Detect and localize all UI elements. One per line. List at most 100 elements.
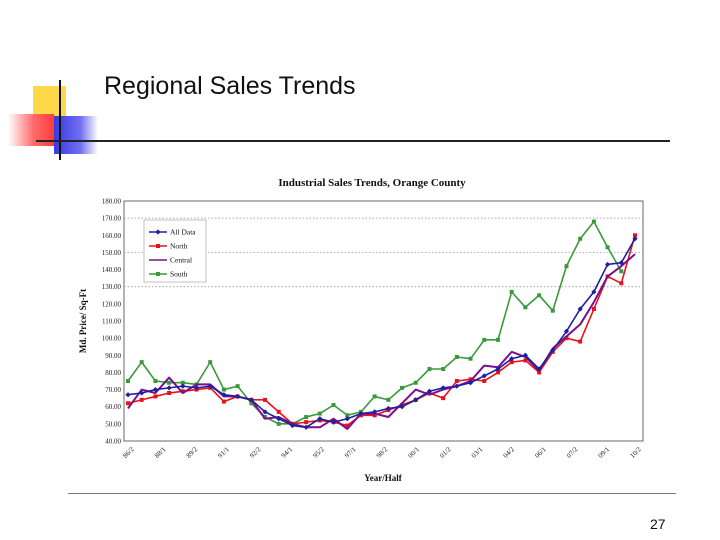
data-point — [276, 421, 281, 426]
data-point — [522, 352, 528, 358]
data-point — [208, 360, 213, 365]
footer-divider — [68, 493, 676, 494]
data-point — [618, 260, 624, 266]
data-point — [454, 355, 459, 359]
data-point — [358, 410, 364, 417]
data-point — [619, 281, 624, 286]
line-chart: Industrial Sales Trends, Orange County 1… — [78, 177, 644, 483]
data-point — [345, 413, 350, 418]
legend-label: Central — [170, 256, 192, 265]
data-point — [413, 380, 418, 385]
data-point — [317, 411, 322, 416]
data-point — [139, 360, 144, 365]
y-tick-label: 130.00 — [102, 283, 122, 291]
data-point — [139, 397, 144, 402]
x-axis-label: Year/Half — [364, 473, 402, 483]
series-line — [127, 235, 636, 427]
data-point — [386, 397, 391, 402]
legend-marker — [155, 229, 161, 235]
data-point — [619, 269, 624, 274]
data-point — [263, 397, 268, 402]
data-point — [482, 337, 487, 342]
y-tick-label: 150.00 — [102, 249, 122, 257]
data-point — [304, 420, 309, 425]
data-point — [550, 347, 556, 353]
data-point — [550, 308, 555, 313]
data-point — [467, 380, 474, 386]
data-point — [441, 396, 446, 401]
data-point — [495, 366, 501, 372]
data-point — [399, 404, 405, 410]
title-underline — [36, 140, 670, 142]
y-tick-label: 60.00 — [105, 403, 121, 411]
y-tick-label: 80.00 — [105, 369, 121, 377]
legend-marker — [156, 244, 160, 248]
data-point — [564, 264, 569, 269]
data-point — [180, 389, 185, 394]
data-point — [578, 236, 583, 241]
data-point — [468, 356, 473, 361]
y-tick-label: 100.00 — [102, 335, 122, 343]
x-tick-label: 00/1 — [407, 445, 422, 460]
data-point — [221, 392, 227, 398]
x-tick-label: 06/1 — [533, 445, 548, 460]
chart-title: Industrial Sales Trends, Orange County — [278, 177, 466, 189]
data-point — [304, 415, 309, 419]
data-point — [523, 305, 528, 310]
data-point — [536, 366, 542, 372]
data-point — [591, 219, 596, 224]
data-point — [400, 385, 405, 390]
x-tick-label: 95/2 — [311, 445, 326, 460]
data-point — [372, 409, 378, 415]
x-tick-label: 91/1 — [216, 445, 231, 460]
y-tick-label: 180.00 — [102, 198, 122, 206]
legend-marker — [156, 272, 160, 276]
legend-label: North — [170, 242, 188, 251]
data-point — [441, 367, 446, 371]
data-point — [276, 409, 281, 414]
y-tick-label: 90.00 — [105, 352, 121, 360]
slide-title: Regional Sales Trends — [104, 72, 356, 100]
series-line — [127, 238, 636, 429]
data-point — [317, 416, 323, 422]
data-point — [537, 370, 542, 375]
x-tick-label: 07/2 — [565, 445, 580, 460]
data-point — [331, 403, 336, 407]
x-tick-label: 98/2 — [375, 445, 390, 460]
data-point — [578, 339, 583, 344]
data-point — [249, 401, 254, 406]
data-point — [303, 424, 309, 430]
x-tick-label: 04/2 — [502, 445, 517, 460]
data-point — [454, 379, 459, 383]
data-point — [385, 405, 391, 412]
x-tick-label: 03/1 — [470, 445, 485, 460]
data-point — [426, 388, 433, 394]
data-point — [509, 360, 514, 365]
data-point — [564, 336, 569, 341]
data-point — [563, 328, 570, 334]
x-tick-label: 94/1 — [280, 445, 295, 460]
x-tick-label: 86/2 — [121, 445, 136, 460]
y-tick-label: 170.00 — [102, 215, 122, 223]
data-point — [276, 416, 282, 422]
x-tick-label: 92/2 — [248, 445, 263, 460]
x-tick-label: 01/2 — [438, 445, 453, 460]
decor-vertical-line — [59, 80, 61, 160]
decor-blue-gradient — [54, 116, 98, 154]
data-point — [537, 293, 542, 298]
page-number: 27 — [650, 516, 666, 532]
legend-box — [143, 219, 207, 283]
data-point — [289, 422, 296, 429]
legend-label: All Data — [170, 228, 196, 237]
y-tick-label: 70.00 — [105, 386, 121, 394]
data-point — [577, 306, 583, 312]
y-tick-label: 40.00 — [105, 438, 121, 446]
data-point — [509, 289, 514, 294]
data-point — [139, 390, 145, 396]
data-point — [523, 358, 528, 363]
y-tick-label: 120.00 — [102, 300, 122, 308]
data-point — [167, 380, 172, 385]
data-point — [605, 245, 610, 250]
legend-label: South — [170, 270, 188, 279]
x-tick-label: 88/1 — [153, 445, 168, 460]
